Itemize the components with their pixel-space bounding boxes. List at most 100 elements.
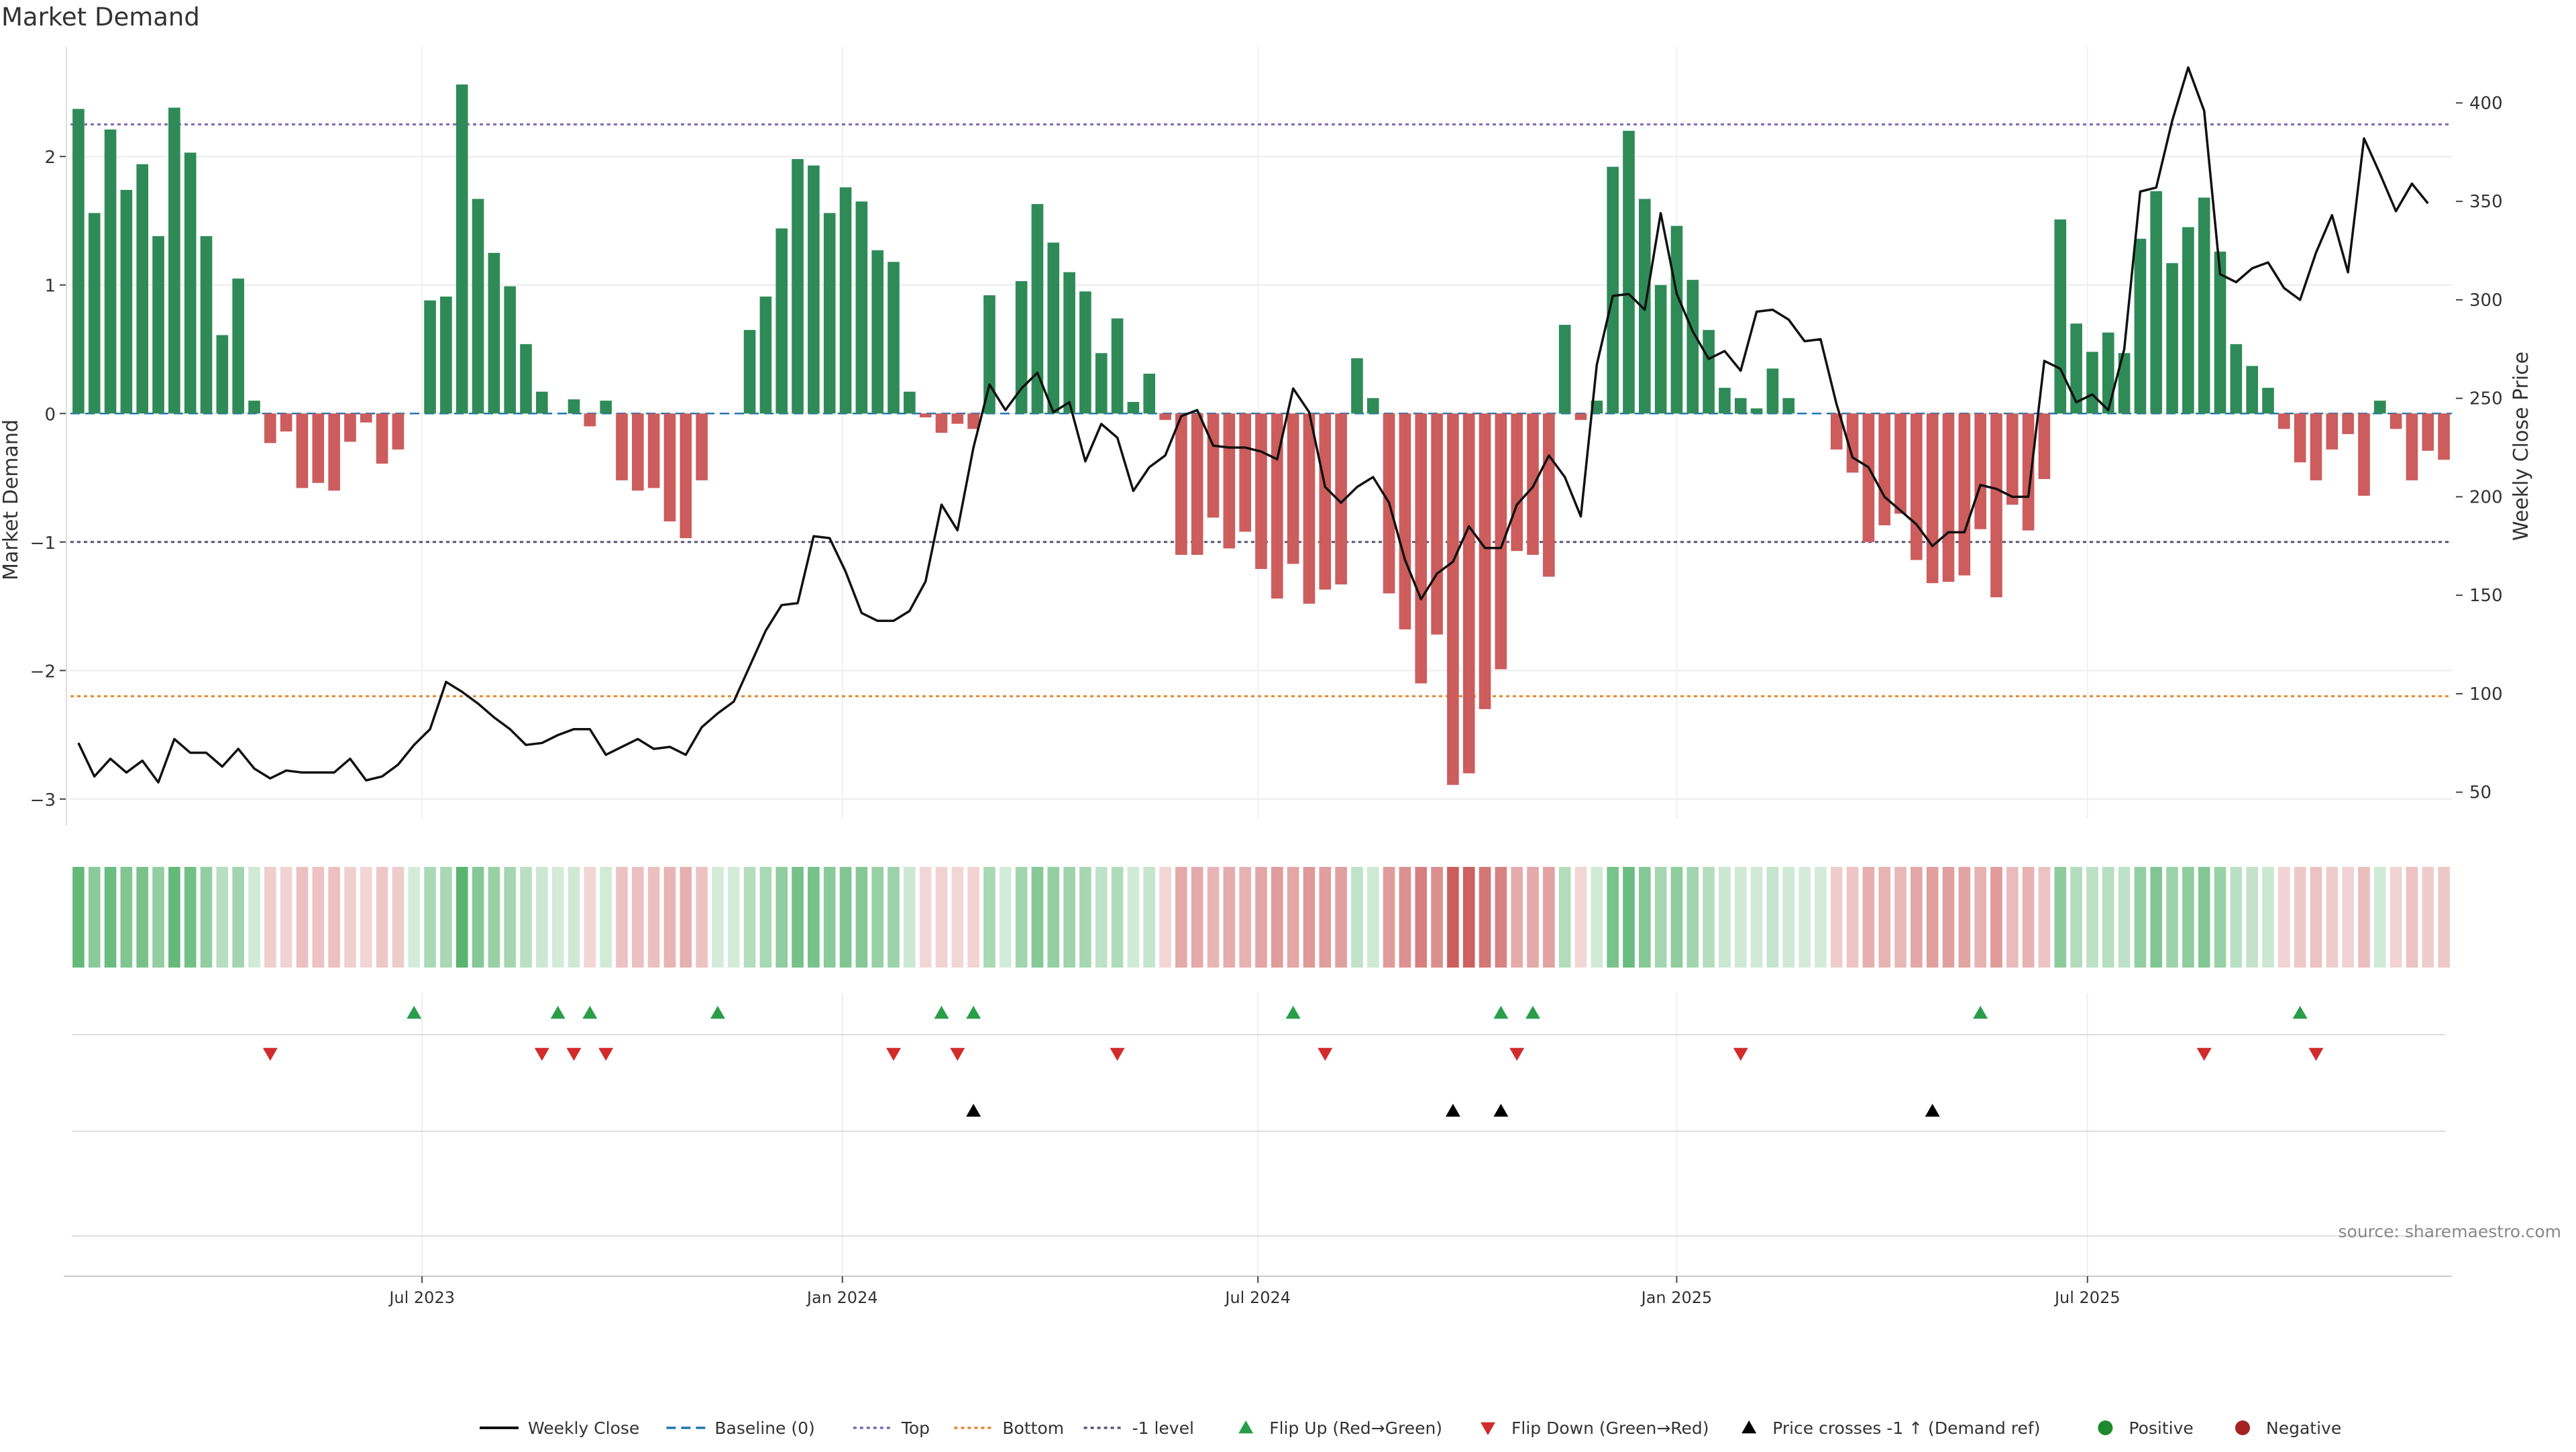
legend: Weekly Close Baseline (0) Top Bottom -1 leve… <box>480 1418 2341 1438</box>
strip-cell-positive <box>1351 867 1363 968</box>
demand-bar-positive <box>743 329 756 414</box>
strip-cell-positive <box>504 867 517 968</box>
demand-bar-negative <box>2022 413 2035 531</box>
strip-cell-positive <box>1607 867 1619 968</box>
demand-bar-positive <box>904 391 916 414</box>
demand-bar-negative <box>2038 413 2051 479</box>
strip-cell-positive <box>2166 867 2178 968</box>
strip-cell-positive <box>727 867 740 968</box>
strip-cell-positive <box>1815 867 1827 968</box>
strip-cell-positive <box>775 867 788 968</box>
strip-cell-negative <box>1958 867 1971 968</box>
x-tick-label: Jul 2025 <box>2053 1288 2121 1307</box>
strip-cell-positive <box>983 867 996 968</box>
demand-bar-positive <box>200 236 213 414</box>
strip-cell-negative <box>1175 867 1187 968</box>
demand-bar-negative <box>1846 413 1859 473</box>
demand-bar-positive <box>1686 280 1699 414</box>
demand-bar-negative <box>1974 413 1986 529</box>
strip-cell-positive <box>1686 867 1699 968</box>
strip-cell-positive <box>184 867 197 968</box>
strip-cell-negative <box>935 867 948 968</box>
demand-bar-positive <box>520 344 532 414</box>
demand-bar-negative <box>647 413 660 488</box>
strip-cell-positive <box>888 867 900 968</box>
strip-cell-positive <box>759 867 772 968</box>
demand-bar-negative <box>1479 413 1491 709</box>
strip-cell-negative <box>616 867 628 968</box>
strip-cell-negative <box>1207 867 1220 968</box>
demand-bar-negative <box>2342 413 2354 434</box>
strip-cell-negative <box>1479 867 1491 968</box>
demand-bar-negative <box>919 413 932 418</box>
demand-heat-strip <box>72 867 2450 968</box>
strip-cell-positive <box>104 867 117 968</box>
chart-title: Market Demand <box>1 3 200 32</box>
demand-bar-negative <box>312 413 325 483</box>
strip-cell-negative <box>1159 867 1171 968</box>
strip-cell-positive <box>712 867 724 968</box>
demand-bar-positive <box>1015 281 1028 414</box>
strip-cell-negative <box>1862 867 1875 968</box>
demand-bar-negative <box>1878 413 1891 525</box>
right-tick-label: 250 <box>2469 389 2503 409</box>
source-credit: source: sharemaestro.com <box>2339 1222 2562 1241</box>
left-tick-label: −1 <box>30 533 56 554</box>
demand-bar-positive <box>136 164 149 414</box>
demand-bar-positive <box>1719 387 1731 414</box>
strip-cell-positive <box>1623 867 1635 968</box>
weekly-close-line-group <box>77 66 2429 784</box>
demand-bar-negative <box>1862 413 1875 542</box>
strip-cell-negative <box>2438 867 2450 968</box>
strip-cell-negative <box>1287 867 1299 968</box>
strip-cell-positive <box>743 867 756 968</box>
demand-bar-negative <box>1511 413 1523 552</box>
signal-markers <box>72 1006 2445 1237</box>
strip-cell-positive <box>472 867 484 968</box>
flip-down-marker <box>262 1047 278 1061</box>
strip-cell-negative <box>2406 867 2418 968</box>
legend-item-baseline: Baseline (0) <box>666 1418 815 1438</box>
demand-bar-negative <box>951 413 964 424</box>
demand-bar-negative <box>344 413 356 442</box>
strip-cell-positive <box>2086 867 2098 968</box>
strip-cell-negative <box>919 867 932 968</box>
strip-cell-positive <box>999 867 1012 968</box>
demand-bar-positive <box>983 295 996 414</box>
strip-cell-positive <box>2102 867 2114 968</box>
right-axis-label: Weekly Close Price <box>2510 352 2533 541</box>
left-tick-label: 1 <box>44 276 56 297</box>
left-tick-label: −2 <box>30 662 56 682</box>
demand-bar-negative <box>1175 413 1187 555</box>
demand-bar-negative <box>967 413 979 429</box>
price-cross-marker <box>1445 1104 1460 1117</box>
strip-cell-positive <box>1799 867 1811 968</box>
strip-cell-positive <box>2118 867 2131 968</box>
demand-bar-positive <box>1095 353 1108 414</box>
demand-bar-positive <box>1111 318 1124 414</box>
strip-cell-positive <box>2246 867 2258 968</box>
demand-bar-positive <box>455 84 468 414</box>
demand-bar-positive <box>2102 332 2114 414</box>
right-tick-label: 200 <box>2469 487 2503 507</box>
strip-cell-positive <box>1079 867 1091 968</box>
strip-cell-negative <box>2294 867 2306 968</box>
demand-bar-positive <box>1623 130 1635 414</box>
demand-bar-positive <box>759 296 772 414</box>
legend-label: Baseline (0) <box>714 1418 814 1438</box>
demand-bar-positive <box>1654 284 1667 414</box>
strip-cell-positive <box>440 867 452 968</box>
demand-bar-negative <box>1207 413 1220 518</box>
demand-bar-negative <box>1239 413 1251 532</box>
flip-up-marker <box>1973 1006 1988 1019</box>
strip-cell-positive <box>823 867 836 968</box>
demand-bar-positive <box>2198 197 2210 414</box>
strip-cell-positive <box>152 867 164 968</box>
strip-cell-negative <box>1830 867 1843 968</box>
strip-cell-positive <box>2150 867 2163 968</box>
flip-up-marker <box>966 1006 981 1019</box>
flip-up-marker <box>1285 1006 1301 1019</box>
strip-cell-positive <box>1143 867 1156 968</box>
demand-bar-negative <box>392 413 405 450</box>
